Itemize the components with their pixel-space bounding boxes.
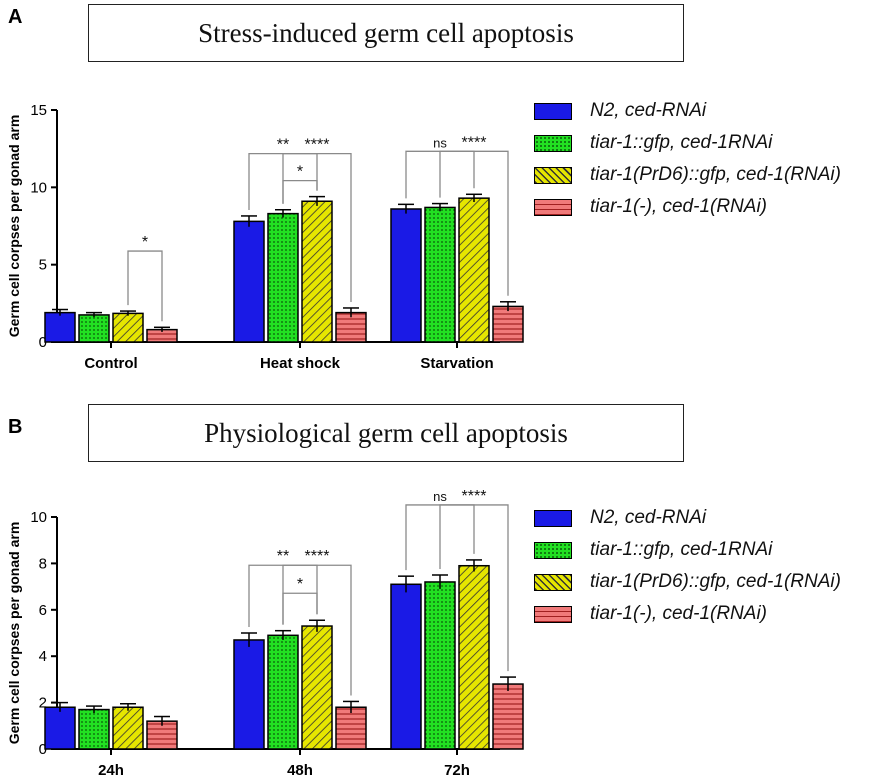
panel-b-letter: B — [8, 416, 23, 438]
significance-label: * — [142, 234, 148, 251]
bar — [233, 220, 265, 343]
y-tick-label: 0 — [39, 334, 47, 351]
bar — [267, 212, 299, 343]
y-tick-label: 4 — [39, 648, 47, 665]
y-tick-label: 10 — [30, 509, 47, 526]
significance-label: ns — [433, 135, 447, 150]
legend-item: tiar-1::gfp, ced-1RNAi — [534, 127, 841, 159]
y-axis-label: Germ cell corpses per gonad arm — [6, 522, 22, 745]
panel-a-letter: A — [8, 6, 23, 28]
bar — [233, 639, 265, 750]
legend-b: N2, ced-RNAi tiar-1::gfp, ced-1RNAi tiar… — [534, 502, 841, 630]
bar — [335, 706, 367, 750]
significance-label: ** — [277, 137, 289, 154]
bar — [112, 706, 144, 750]
significance-label: **** — [462, 134, 487, 151]
significance-bracket — [282, 564, 352, 696]
bar — [390, 583, 422, 750]
legend-label: N2, ced-RNAi — [590, 100, 707, 121]
bar — [301, 625, 333, 750]
bar — [44, 706, 76, 750]
y-tick-label: 8 — [39, 555, 47, 572]
legend-swatch-minus — [534, 605, 572, 623]
legend-a: N2, ced-RNAi tiar-1::gfp, ced-1RNAi tiar… — [534, 95, 841, 223]
legend-swatch-n2 — [534, 102, 572, 120]
legend-item: tiar-1::gfp, ced-1RNAi — [534, 534, 841, 566]
significance-bracket — [439, 504, 509, 672]
significance-label: * — [297, 164, 303, 181]
y-tick-label: 2 — [39, 695, 47, 712]
bar — [458, 197, 490, 343]
legend-swatch-gfp — [534, 541, 572, 559]
legend-label: tiar-1(PrD6)::gfp, ced-1(RNAi) — [590, 571, 841, 592]
y-tick-label: 10 — [30, 179, 47, 196]
significance-bracket — [282, 152, 352, 302]
bar — [458, 564, 490, 750]
chart-b: Germ cell corpses per gonad arm 0 2 4 6 8 10 24… — [6, 488, 524, 779]
legend-label: N2, ced-RNAi — [590, 507, 707, 528]
x-tick-label: 48h — [287, 762, 313, 779]
legend-item: tiar-1(-), ced-1(RNAi) — [534, 191, 841, 223]
significance-bracket — [127, 250, 163, 322]
bar — [424, 206, 456, 343]
bar — [44, 311, 76, 343]
legend-swatch-prd6 — [534, 166, 572, 184]
legend-label: tiar-1(PrD6)::gfp, ced-1(RNAi) — [590, 164, 841, 185]
legend-swatch-minus — [534, 198, 572, 216]
significance-label: * — [297, 576, 303, 593]
legend-label: tiar-1::gfp, ced-1RNAi — [590, 539, 773, 560]
bar — [112, 312, 144, 343]
legend-swatch-prd6 — [534, 573, 572, 591]
significance-label: **** — [305, 548, 330, 565]
significance-label: **** — [305, 137, 330, 154]
bar — [492, 683, 524, 750]
x-tick-label: Starvation — [420, 355, 493, 372]
legend-label: tiar-1(-), ced-1(RNAi) — [590, 196, 768, 217]
x-tick-label: Heat shock — [260, 355, 341, 372]
bar — [267, 634, 299, 750]
legend-item: N2, ced-RNAi — [534, 95, 841, 127]
bar — [424, 581, 456, 750]
legend-item: tiar-1(PrD6)::gfp, ced-1(RNAi) — [534, 159, 841, 191]
significance-bracket — [282, 179, 318, 204]
y-tick-label: 0 — [39, 741, 47, 758]
bar — [78, 708, 110, 750]
significance-label: ns — [433, 489, 447, 504]
legend-item: N2, ced-RNAi — [534, 502, 841, 534]
legend-swatch-gfp — [534, 134, 572, 152]
legend-label: tiar-1::gfp, ced-1RNAi — [590, 132, 773, 153]
chart-a: Germ cell corpses per gonad arm 0 5 10 15 Con… — [6, 102, 524, 372]
x-tick-label: 24h — [98, 762, 124, 779]
significance-label: ** — [277, 548, 289, 565]
significance-label: **** — [462, 488, 487, 505]
legend-item: tiar-1(-), ced-1(RNAi) — [534, 598, 841, 630]
legend-item: tiar-1(PrD6)::gfp, ced-1(RNAi) — [534, 566, 841, 598]
panel-b-title: Physiological germ cell apoptosis — [88, 404, 684, 462]
legend-label: tiar-1(-), ced-1(RNAi) — [590, 603, 768, 624]
y-tick-label: 6 — [39, 602, 47, 619]
bar — [78, 314, 110, 343]
bar — [492, 305, 524, 343]
legend-swatch-n2 — [534, 509, 572, 527]
significance-bracket — [439, 150, 509, 296]
x-tick-label: Control — [84, 355, 137, 372]
y-tick-label: 5 — [39, 257, 47, 274]
y-tick-label: 15 — [30, 102, 47, 119]
y-axis-label: Germ cell corpses per gonad arm — [6, 115, 22, 338]
panel-a-title: Stress-induced germ cell apoptosis — [88, 4, 684, 62]
x-tick-label: 72h — [444, 762, 470, 779]
bar — [390, 208, 422, 343]
bar — [301, 200, 333, 343]
